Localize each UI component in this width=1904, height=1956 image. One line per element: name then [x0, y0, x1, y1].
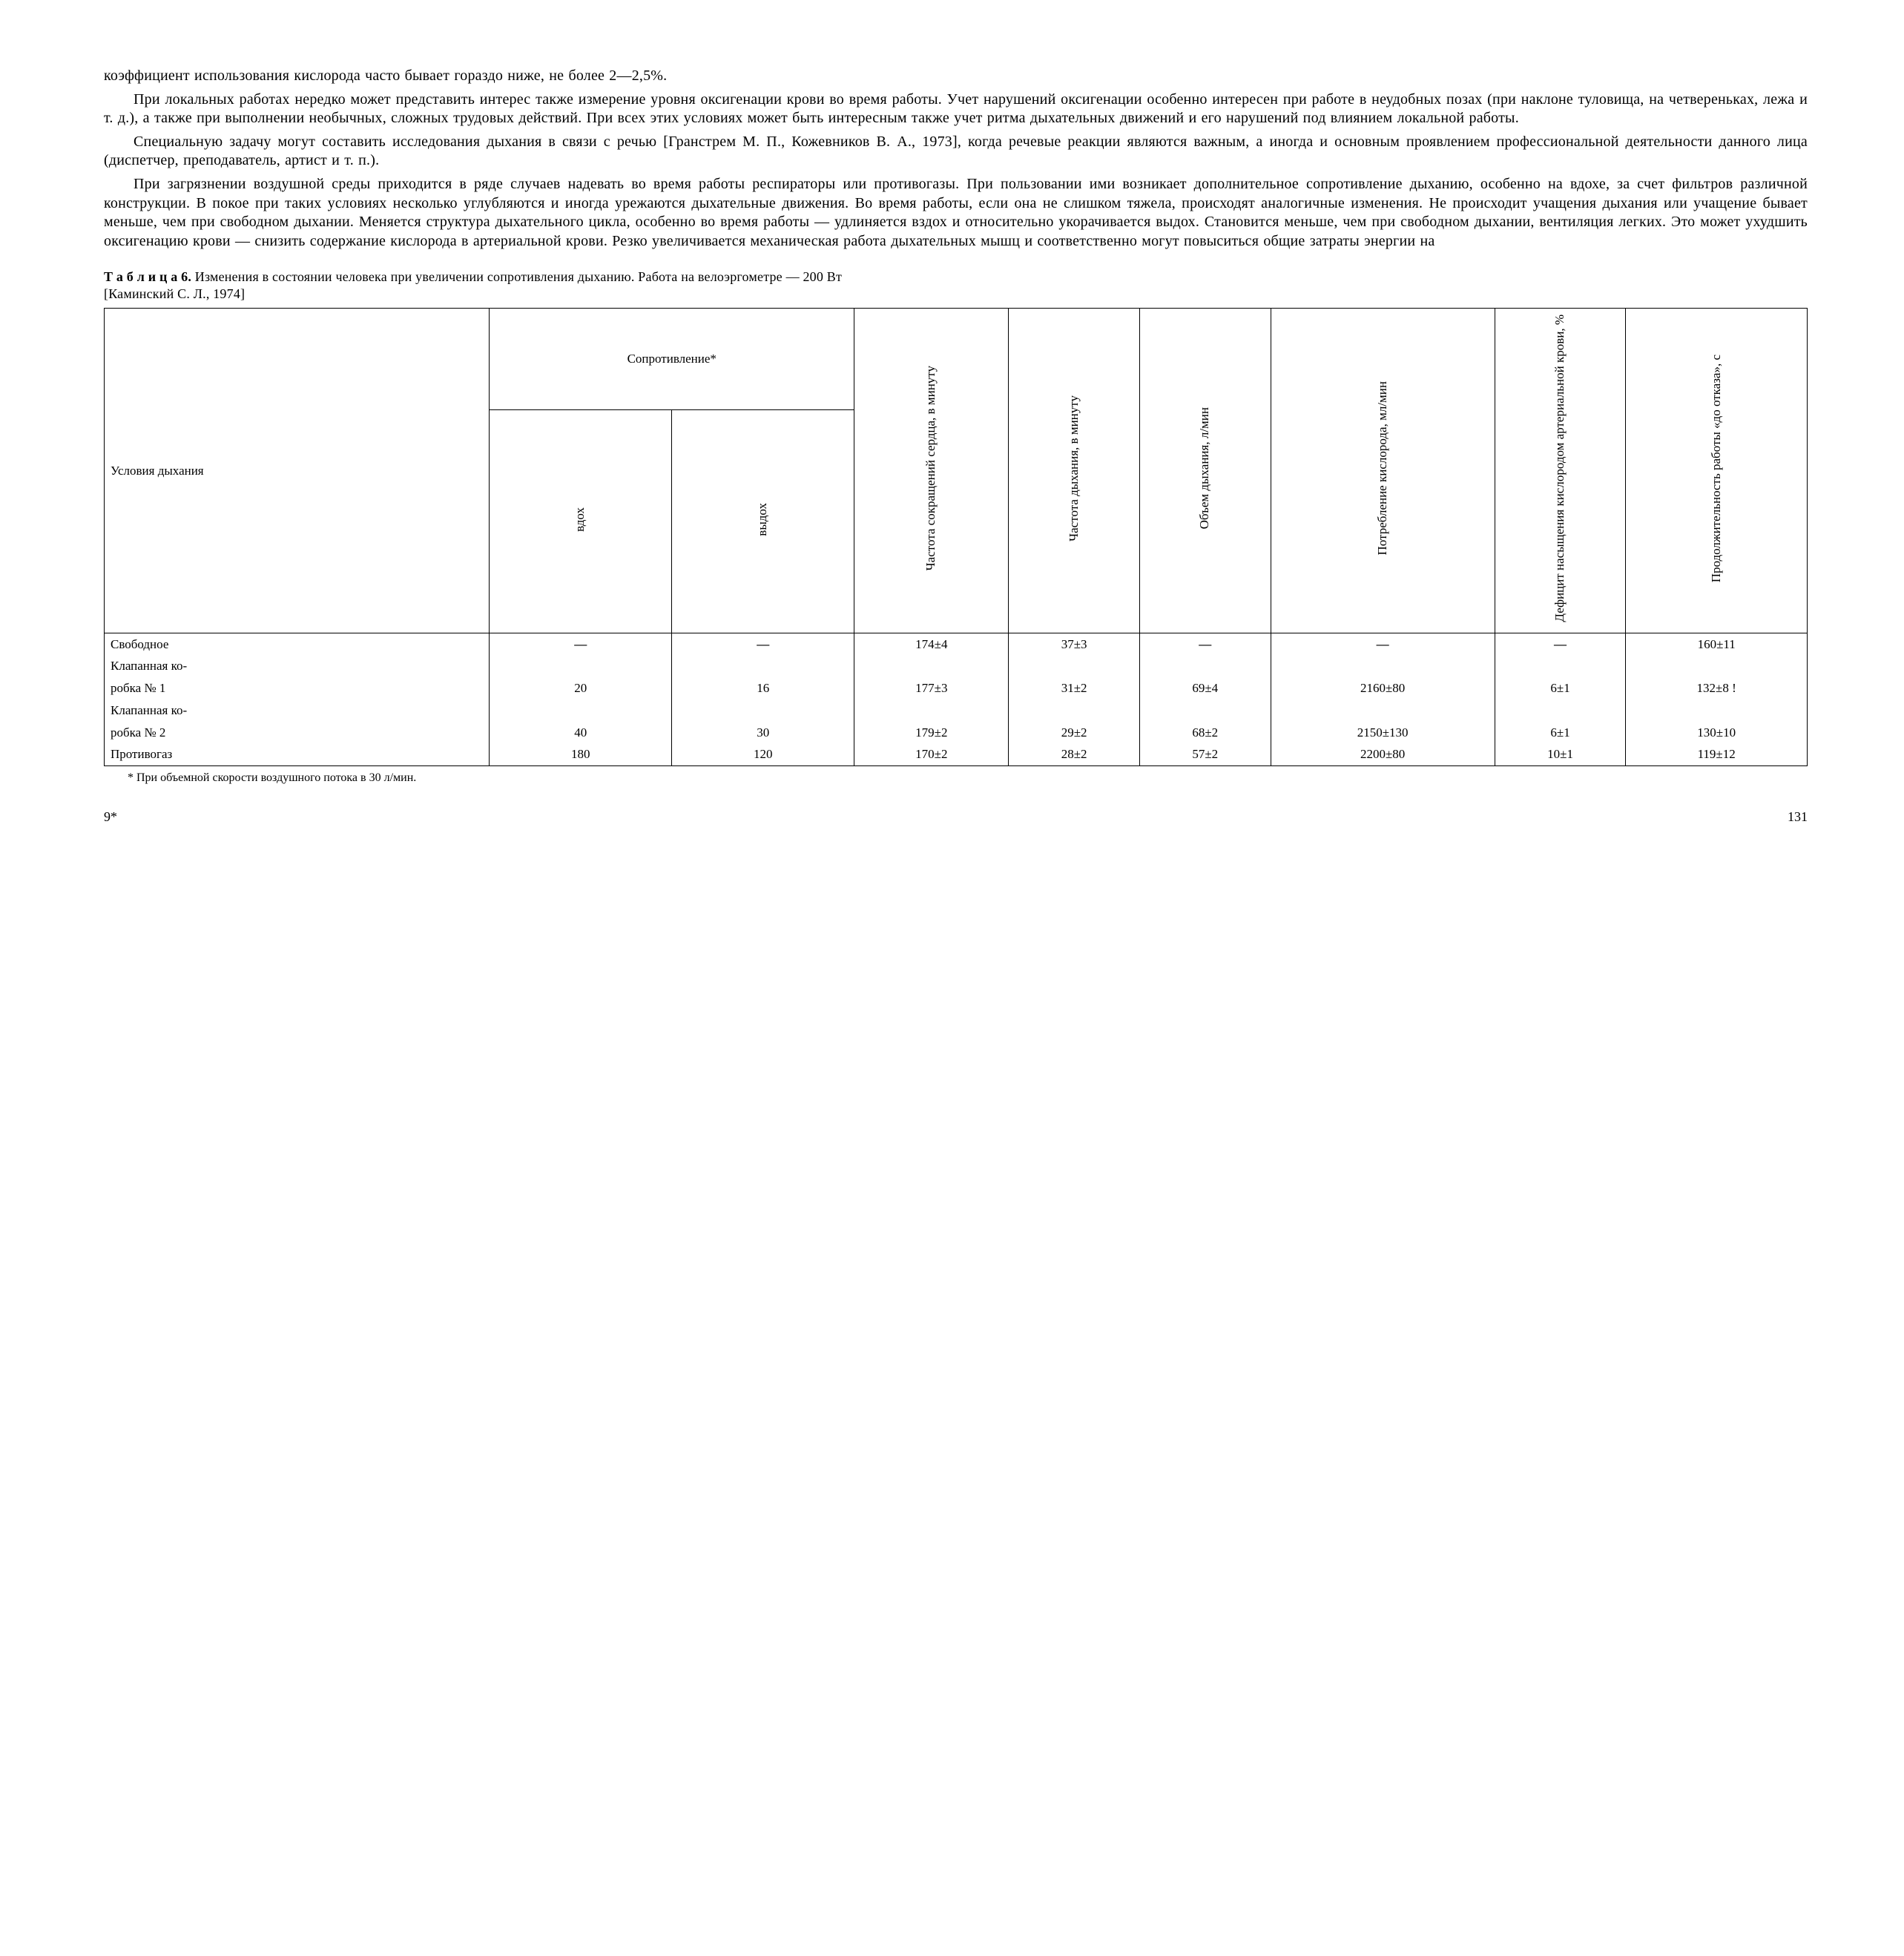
cell: 2200±80: [1271, 743, 1495, 765]
header-def: Дефицит насыщения кислородом артериально…: [1495, 309, 1626, 633]
cell-cond: Клапанная ко-: [105, 655, 490, 677]
table-row: Клапанная ко-: [105, 699, 1808, 722]
header-vol: Объем дыхания, л/мин: [1139, 309, 1271, 633]
cell: 37±3: [1009, 633, 1140, 655]
cell: 179±2: [854, 722, 1009, 744]
cell: 119±12: [1626, 743, 1808, 765]
cell: 180: [490, 743, 672, 765]
cell: 69±4: [1139, 677, 1271, 699]
cell: [1626, 655, 1808, 677]
cell: [1271, 655, 1495, 677]
table-row: Клапанная ко-: [105, 655, 1808, 677]
cell: [1139, 655, 1271, 677]
header-inhale: вдох: [490, 410, 672, 633]
table-row: Противогаз 180 120 170±2 28±2 57±2 2200±…: [105, 743, 1808, 765]
cell: 160±11: [1626, 633, 1808, 655]
cell: [854, 655, 1009, 677]
table-row: робка № 2 40 30 179±2 29±2 68±2 2150±130…: [105, 722, 1808, 744]
cell-cond: Свободное: [105, 633, 490, 655]
cell: [1009, 655, 1140, 677]
data-table: Условия дыхания Сопротивление* Частота с…: [104, 308, 1808, 766]
cell-cond: робка № 1: [105, 677, 490, 699]
header-conditions: Условия дыхания: [105, 309, 490, 633]
cell: [1495, 699, 1626, 722]
cell: [490, 655, 672, 677]
cell: [854, 699, 1009, 722]
header-dur: Продолжительность работы «до отказа», с: [1626, 309, 1808, 633]
header-rr: Частота дыхания, в минуту: [1009, 309, 1140, 633]
cell: [672, 655, 854, 677]
header-exhale: выдох: [672, 410, 854, 633]
footer-right: 131: [1788, 809, 1808, 826]
header-o2: Потребление кислорода, мл/мин: [1271, 309, 1495, 633]
cell: 10±1: [1495, 743, 1626, 765]
paragraph-4: При загрязнении воздушной среды приходит…: [104, 175, 1808, 251]
cell: [672, 699, 854, 722]
header-resistance: Сопротивление*: [490, 309, 854, 410]
cell: —: [490, 633, 672, 655]
cell: 174±4: [854, 633, 1009, 655]
cell: 68±2: [1139, 722, 1271, 744]
cell: 6±1: [1495, 722, 1626, 744]
cell: [1139, 699, 1271, 722]
cell: 132±8 !: [1626, 677, 1808, 699]
cell: 28±2: [1009, 743, 1140, 765]
cell: [1495, 655, 1626, 677]
table-footnote: * При объемной скорости воздушного поток…: [104, 771, 1808, 786]
table-title-text: Изменения в состоянии человека при увели…: [195, 269, 842, 284]
cell: [1626, 699, 1808, 722]
paragraph-3: Специальную задачу могут составить иссле…: [104, 133, 1808, 171]
cell: 170±2: [854, 743, 1009, 765]
cell-cond: Противогаз: [105, 743, 490, 765]
cell: 20: [490, 677, 672, 699]
table-row: робка № 1 20 16 177±3 31±2 69±4 2160±80 …: [105, 677, 1808, 699]
cell: 29±2: [1009, 722, 1140, 744]
cell: 31±2: [1009, 677, 1140, 699]
cell: [1271, 699, 1495, 722]
cell: 40: [490, 722, 672, 744]
footer-left: 9*: [104, 809, 117, 826]
cell: —: [1271, 633, 1495, 655]
page-footer: 9* 131: [104, 809, 1808, 826]
cell: 16: [672, 677, 854, 699]
cell: 120: [672, 743, 854, 765]
cell: —: [1139, 633, 1271, 655]
table-ref: [Каминский С. Л., 1974]: [104, 286, 245, 301]
cell: —: [1495, 633, 1626, 655]
cell: 2150±130: [1271, 722, 1495, 744]
table-caption: Т а б л и ц а 6. Изменения в состоянии ч…: [104, 269, 1808, 302]
paragraph-1: коэффициент использования кислорода част…: [104, 67, 1808, 86]
header-hr: Частота сокращений сердца, в минуту: [854, 309, 1009, 633]
cell: [1009, 699, 1140, 722]
paragraph-2: При локальных работах нередко может пред…: [104, 90, 1808, 128]
cell: 30: [672, 722, 854, 744]
cell: —: [672, 633, 854, 655]
cell: 57±2: [1139, 743, 1271, 765]
cell: 6±1: [1495, 677, 1626, 699]
table-label: Т а б л и ц а 6.: [104, 269, 195, 284]
cell-cond: Клапанная ко-: [105, 699, 490, 722]
cell: [490, 699, 672, 722]
cell-cond: робка № 2: [105, 722, 490, 744]
cell: 177±3: [854, 677, 1009, 699]
table-body: Свободное — — 174±4 37±3 — — — 160±11 Кл…: [105, 633, 1808, 766]
cell: 130±10: [1626, 722, 1808, 744]
table-row: Свободное — — 174±4 37±3 — — — 160±11: [105, 633, 1808, 655]
cell: 2160±80: [1271, 677, 1495, 699]
